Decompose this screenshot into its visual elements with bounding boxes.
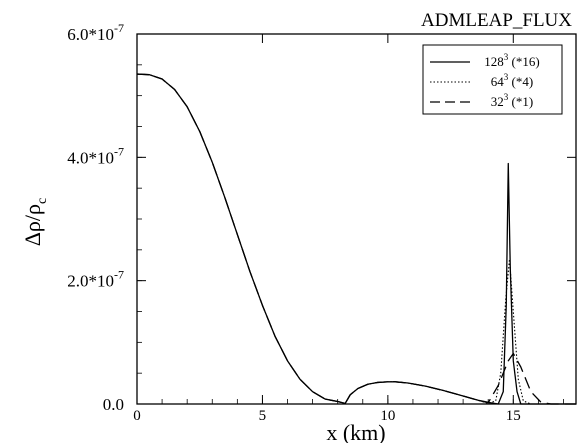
y-axis: 0.02.0*10-74.0*10-76.0*10-7 xyxy=(67,21,576,414)
x-tick-label: 10 xyxy=(380,408,395,424)
chart-title: ADMLEAP_FLUX xyxy=(421,10,572,31)
y-axis-label-sub: c xyxy=(35,198,50,204)
y-axis-label-main: Δρ/ρ xyxy=(20,204,45,246)
y-tick-label-exp: -7 xyxy=(114,21,124,35)
legend-label-suffix: (*16) xyxy=(508,54,539,69)
x-tick-label: 15 xyxy=(506,408,521,424)
x-tick-label: 0 xyxy=(133,408,141,424)
legend-label-base: 64 xyxy=(491,74,505,89)
legend-label-base: 128 xyxy=(484,54,504,69)
y-tick-label: 2.0*10-7 xyxy=(67,268,124,291)
legend-label-sup: 3 xyxy=(504,92,509,102)
y-tick-label-exp: -7 xyxy=(114,268,124,282)
y-tick-label-base: 2.0*10 xyxy=(67,272,114,291)
x-axis: 0 5 10 15 xyxy=(133,34,564,424)
legend-label-128: 1283 (*16) xyxy=(484,52,539,69)
series-line-32 xyxy=(136,73,576,405)
y-tick-label: 0.0 xyxy=(103,395,124,414)
series-group xyxy=(136,73,576,405)
y-tick-label-base: 4.0*10 xyxy=(67,148,114,167)
legend-label-base: 32 xyxy=(491,94,504,109)
legend-label-64: 643 (*4) xyxy=(491,72,533,89)
y-tick-label: 6.0*10-7 xyxy=(67,21,124,44)
legend-label-suffix: (*1) xyxy=(508,94,533,109)
y-tick-label-exp: -7 xyxy=(114,144,124,158)
y-tick-label-base: 0.0 xyxy=(103,395,124,414)
y-tick-label: 4.0*10-7 xyxy=(67,144,124,167)
y-tick-label-base: 6.0*10 xyxy=(67,25,114,44)
y-axis-label: Δρ/ρc xyxy=(20,198,50,246)
legend: 1283 (*16)643 (*4)323 (*1) xyxy=(422,44,563,115)
x-tick-label: 5 xyxy=(259,408,267,424)
x-axis-label: x (km) xyxy=(326,420,385,443)
legend-label-suffix: (*4) xyxy=(508,74,533,89)
legend-label-sup: 3 xyxy=(504,72,509,82)
legend-label-32: 323 (*1) xyxy=(491,92,533,109)
series-line-128 xyxy=(136,73,576,405)
legend-label-sup: 3 xyxy=(504,52,509,62)
